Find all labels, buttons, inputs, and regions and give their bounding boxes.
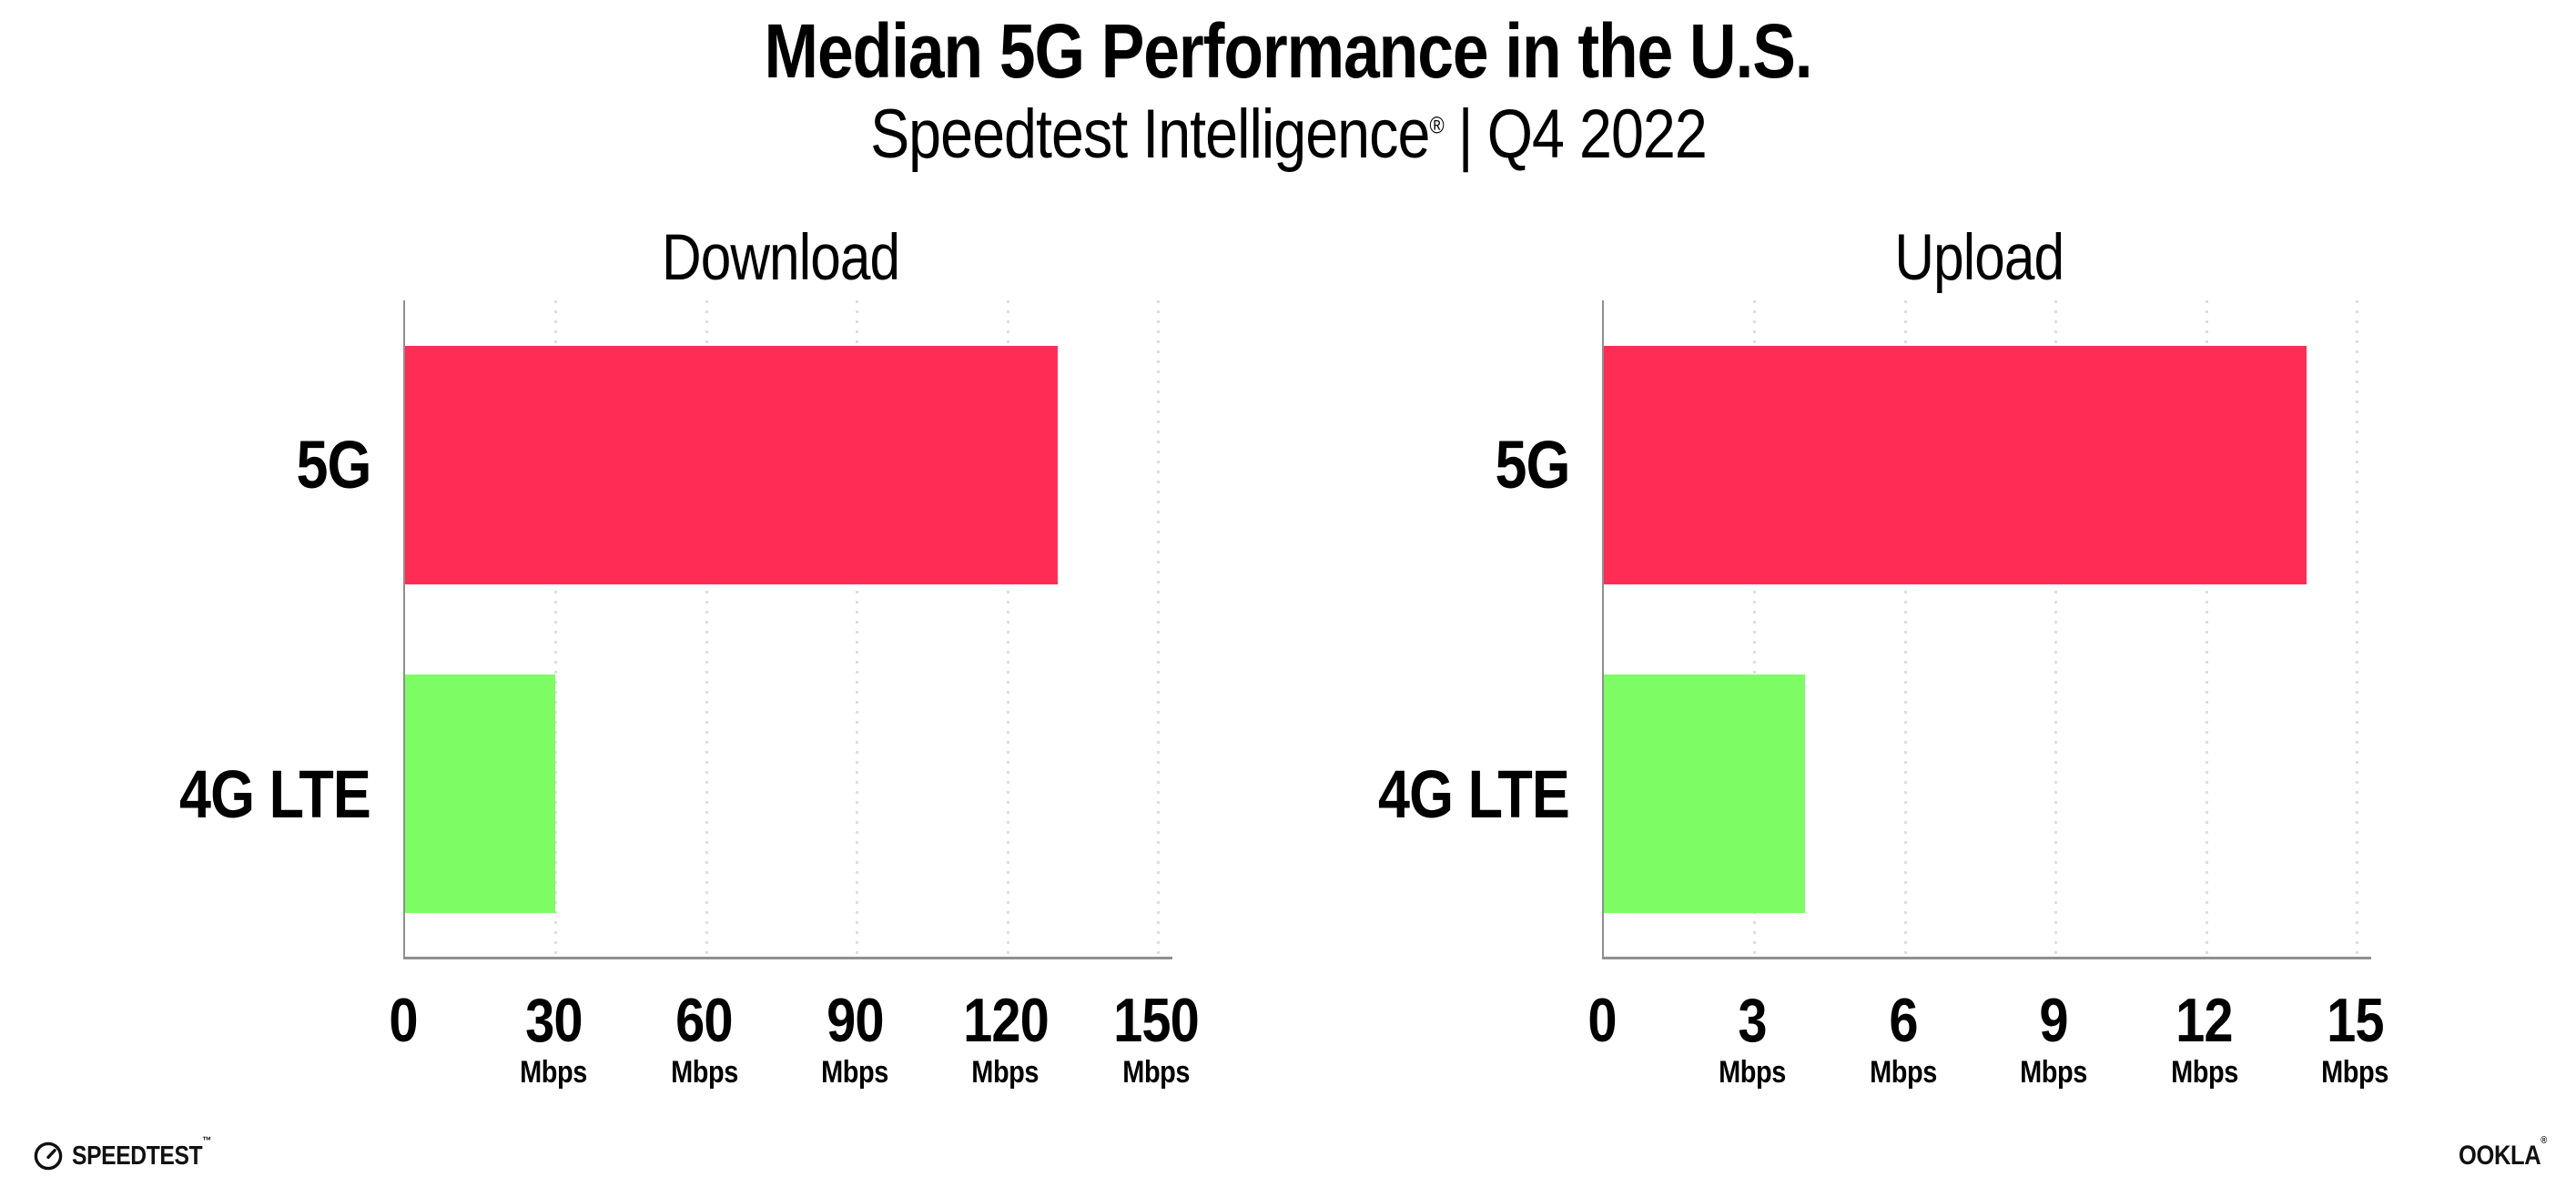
download-title: Download [661, 222, 900, 294]
page-title-text: Median 5G Performance in the U.S. [764, 8, 1812, 94]
speedtest-logo: SPEEDTEST™ [33, 1133, 236, 1172]
upload-row-4g-lte [1604, 630, 2357, 959]
x-tick-0: 0 [389, 986, 418, 1055]
trademark-mark: ™ [202, 1133, 212, 1147]
header: Median 5G Performance in the U.S. Speedt… [0, 0, 2576, 169]
x-tick-6: 6 Mbps [1869, 986, 1937, 1090]
ookla-wordmark: OOKLA® [2459, 1135, 2547, 1171]
charts-row: 5G 4G LTE Download [139, 222, 2388, 1135]
upload-chart: 5G 4G LTE Upload [1338, 222, 2388, 1135]
x-tick-9: 9 Mbps [2020, 986, 2088, 1090]
x-tick-3: 3 Mbps [1719, 986, 1787, 1090]
x-tick-12: 12 Mbps [2170, 986, 2238, 1090]
speedtest-wordmark: SPEEDTEST™ [72, 1133, 212, 1171]
x-tick-0: 0 [1587, 986, 1617, 1055]
download-plot-area [403, 300, 1172, 959]
category-label-4g-lte: 4G LTE [1378, 756, 1570, 832]
download-category-labels: 5G 4G LTE [139, 230, 403, 1135]
x-tick-60: 60 Mbps [670, 986, 738, 1090]
bar-5g-download [405, 345, 1058, 584]
download-plot-column: Download [389, 222, 1199, 1135]
category-label-4g-lte: 4G LTE [179, 756, 371, 832]
download-chart: 5G 4G LTE Download [139, 222, 1200, 1135]
category-label-5g: 5G [1494, 427, 1570, 503]
upload-plot-column: Upload [1587, 222, 2388, 1135]
page-subtitle: Speedtest Intelligence® | Q4 2022 [0, 100, 2576, 169]
category-label-5g: 5G [295, 427, 371, 503]
x-tick-90: 90 Mbps [821, 986, 889, 1090]
download-row-4g-lte [405, 630, 1158, 959]
subtitle-text: Speedtest Intelligence® | Q4 2022 [870, 100, 1708, 169]
page-title: Median 5G Performance in the U.S. [0, 0, 2576, 91]
x-tick-15: 15 Mbps [2321, 986, 2388, 1090]
upload-x-axis-labels: 0 3 Mbps 6 Mbps 9 Mbps 12 [1587, 986, 2388, 1135]
upload-title: Upload [1894, 222, 2065, 294]
download-x-axis-line [403, 957, 1172, 959]
ookla-logo: OOKLA® [2443, 1135, 2547, 1172]
subtitle-brand: Speedtest Intelligence [869, 96, 1430, 174]
subtitle-separator: | [1457, 96, 1473, 174]
x-tick-120: 120 Mbps [962, 986, 1050, 1090]
bar-5g-upload [1604, 345, 2307, 584]
upload-row-5g [1604, 300, 2357, 630]
registered-mark: ® [1428, 113, 1444, 139]
subtitle-period: Q4 2022 [1486, 96, 1707, 174]
download-bars [405, 300, 1158, 959]
upload-x-axis-line [1602, 957, 2371, 959]
bar-4g-lte-download [405, 675, 556, 914]
x-tick-150: 150 Mbps [1113, 986, 1200, 1090]
x-tick-30: 30 Mbps [520, 986, 588, 1090]
speedtest-gauge-icon [33, 1141, 64, 1172]
upload-plot-area [1602, 300, 2371, 959]
upload-category-labels: 5G 4G LTE [1338, 230, 1602, 1135]
download-x-axis-labels: 0 30 Mbps 60 Mbps 90 Mbps 12 [389, 986, 1199, 1135]
upload-bars [1604, 300, 2357, 959]
registered-mark: ® [2541, 1135, 2547, 1146]
download-row-5g [405, 300, 1158, 630]
bar-4g-lte-upload [1604, 675, 1805, 914]
